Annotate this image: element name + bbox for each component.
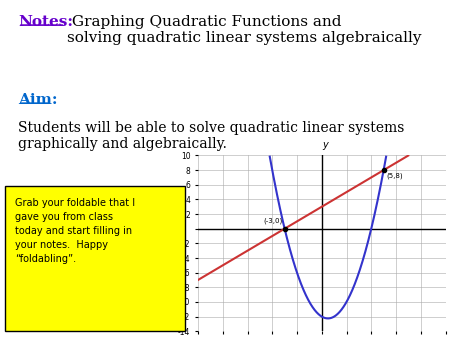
Text: Graphing Quadratic Functions and
solving quadratic linear systems algebraically: Graphing Quadratic Functions and solving…	[67, 15, 421, 45]
Text: Grab your foldable that I
gave you from class
today and start filling in
your no: Grab your foldable that I gave you from …	[15, 197, 135, 264]
Text: y: y	[323, 140, 328, 150]
FancyBboxPatch shape	[4, 186, 184, 331]
Text: Students will be able to solve quadratic linear systems
graphically and algebrai: Students will be able to solve quadratic…	[18, 121, 405, 151]
Text: (5,8): (5,8)	[386, 172, 403, 179]
Text: (-3,0): (-3,0)	[263, 217, 282, 224]
Text: Aim:: Aim:	[18, 93, 58, 107]
Text: Notes:: Notes:	[18, 15, 73, 29]
